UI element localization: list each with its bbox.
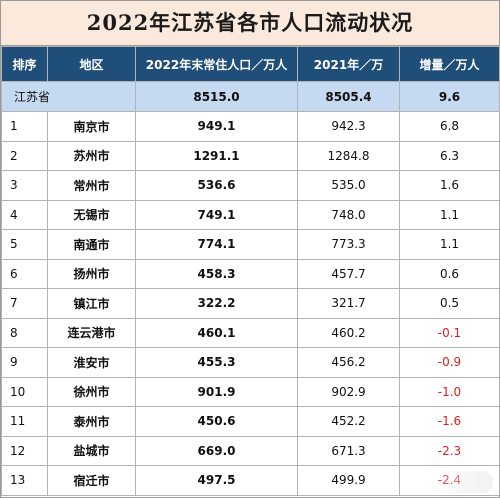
change-cell: 0.5 — [399, 288, 500, 319]
table-row: 6 扬州市 458.3 457.7 0.6 — [1, 258, 500, 289]
pop2021-cell: 773.3 — [297, 229, 400, 260]
pop2021-cell: 535.0 — [297, 170, 400, 201]
province-row: 江苏省 8515.0 8505.4 9.6 — [1, 81, 500, 112]
pop2021-cell: 457.7 — [297, 258, 400, 289]
change-cell: 6.3 — [399, 140, 500, 171]
rank-cell: 8 — [1, 317, 48, 348]
city-cell: 无锡市 — [47, 199, 136, 230]
province-change: 9.6 — [399, 81, 500, 112]
rank-cell: 6 — [1, 258, 48, 289]
pop2021-cell: 456.2 — [297, 347, 400, 378]
header-region: 地区 — [47, 46, 136, 82]
change-cell: 0.6 — [399, 258, 500, 289]
city-cell: 盐城市 — [47, 435, 136, 466]
table-row: 9 淮安市 455.3 456.2 -0.9 — [1, 347, 500, 378]
header-pop2022: 2022年末常住人口／万人 — [135, 46, 298, 82]
pop2021-cell: 460.2 — [297, 317, 400, 348]
table-row: 5 南通市 774.1 773.3 1.1 — [1, 229, 500, 260]
change-cell: -1.6 — [399, 406, 500, 437]
header-change: 增量／万人 — [399, 46, 500, 82]
change-cell: -2.3 — [399, 435, 500, 466]
pop2022-cell: 455.3 — [135, 347, 298, 378]
table-row: 7 镇江市 322.2 321.7 0.5 — [1, 288, 500, 319]
table-row: 10 徐州市 901.9 902.9 -1.0 — [1, 376, 500, 407]
pop2022-cell: 669.0 — [135, 435, 298, 466]
pop2022-cell: 949.1 — [135, 111, 298, 142]
city-cell: 南通市 — [47, 229, 136, 260]
pop2021-cell: 748.0 — [297, 199, 400, 230]
change-cell: 1.1 — [399, 229, 500, 260]
pop2021-cell: 942.3 — [297, 111, 400, 142]
table-title: 2022年江苏省各市人口流动状况 — [1, 1, 499, 46]
province-name: 江苏省 — [1, 81, 136, 112]
rank-cell: 3 — [1, 170, 48, 201]
pop2021-cell: 1284.8 — [297, 140, 400, 171]
pop2022-cell: 450.6 — [135, 406, 298, 437]
pop2022-cell: 536.6 — [135, 170, 298, 201]
header-rank: 排序 — [1, 46, 48, 82]
pop2022-cell: 322.2 — [135, 288, 298, 319]
table-row: 12 盐城市 669.0 671.3 -2.3 — [1, 435, 500, 466]
pop2021-cell: 902.9 — [297, 376, 400, 407]
province-pop2021: 8505.4 — [297, 81, 400, 112]
pop2022-cell: 497.5 — [135, 465, 298, 496]
pop2021-cell: 499.9 — [297, 465, 400, 496]
rank-cell: 12 — [1, 435, 48, 466]
pop2022-cell: 1291.1 — [135, 140, 298, 171]
pop2021-cell: 671.3 — [297, 435, 400, 466]
table-row: 4 无锡市 749.1 748.0 1.1 — [1, 199, 500, 230]
city-cell: 连云港市 — [47, 317, 136, 348]
rank-cell: 2 — [1, 140, 48, 171]
watermark-overlay — [429, 471, 493, 493]
rank-cell: 9 — [1, 347, 48, 378]
province-pop2022: 8515.0 — [135, 81, 298, 112]
table-row: 8 连云港市 460.1 460.2 -0.1 — [1, 317, 500, 348]
city-cell: 扬州市 — [47, 258, 136, 289]
rank-cell: 11 — [1, 406, 48, 437]
pop2022-cell: 458.3 — [135, 258, 298, 289]
table-row: 3 常州市 536.6 535.0 1.6 — [1, 170, 500, 201]
rank-cell: 7 — [1, 288, 48, 319]
rank-cell: 1 — [1, 111, 48, 142]
pop2021-cell: 321.7 — [297, 288, 400, 319]
city-cell: 徐州市 — [47, 376, 136, 407]
change-cell: -0.9 — [399, 347, 500, 378]
pop2021-cell: 452.2 — [297, 406, 400, 437]
header-row: 排序 地区 2022年末常住人口／万人 2021年／万 增量／万人 — [1, 46, 500, 82]
change-cell: 6.8 — [399, 111, 500, 142]
change-cell: 1.6 — [399, 170, 500, 201]
rank-cell: 10 — [1, 376, 48, 407]
city-cell: 南京市 — [47, 111, 136, 142]
rank-cell: 4 — [1, 199, 48, 230]
city-cell: 常州市 — [47, 170, 136, 201]
header-pop2021: 2021年／万 — [297, 46, 400, 82]
city-cell: 淮安市 — [47, 347, 136, 378]
city-cell: 镇江市 — [47, 288, 136, 319]
change-cell: -0.1 — [399, 317, 500, 348]
pop2022-cell: 460.1 — [135, 317, 298, 348]
change-cell: -1.0 — [399, 376, 500, 407]
population-table: 排序 地区 2022年末常住人口／万人 2021年／万 增量／万人 江苏省 85… — [1, 46, 500, 496]
city-cell: 宿迁市 — [47, 465, 136, 496]
pop2022-cell: 749.1 — [135, 199, 298, 230]
table-row: 1 南京市 949.1 942.3 6.8 — [1, 111, 500, 142]
table-row: 11 泰州市 450.6 452.2 -1.6 — [1, 406, 500, 437]
change-cell: 1.1 — [399, 199, 500, 230]
table-row: 2 苏州市 1291.1 1284.8 6.3 — [1, 140, 500, 171]
pop2022-cell: 901.9 — [135, 376, 298, 407]
city-cell: 泰州市 — [47, 406, 136, 437]
city-cell: 苏州市 — [47, 140, 136, 171]
rank-cell: 5 — [1, 229, 48, 260]
rank-cell: 13 — [1, 465, 48, 496]
pop2022-cell: 774.1 — [135, 229, 298, 260]
